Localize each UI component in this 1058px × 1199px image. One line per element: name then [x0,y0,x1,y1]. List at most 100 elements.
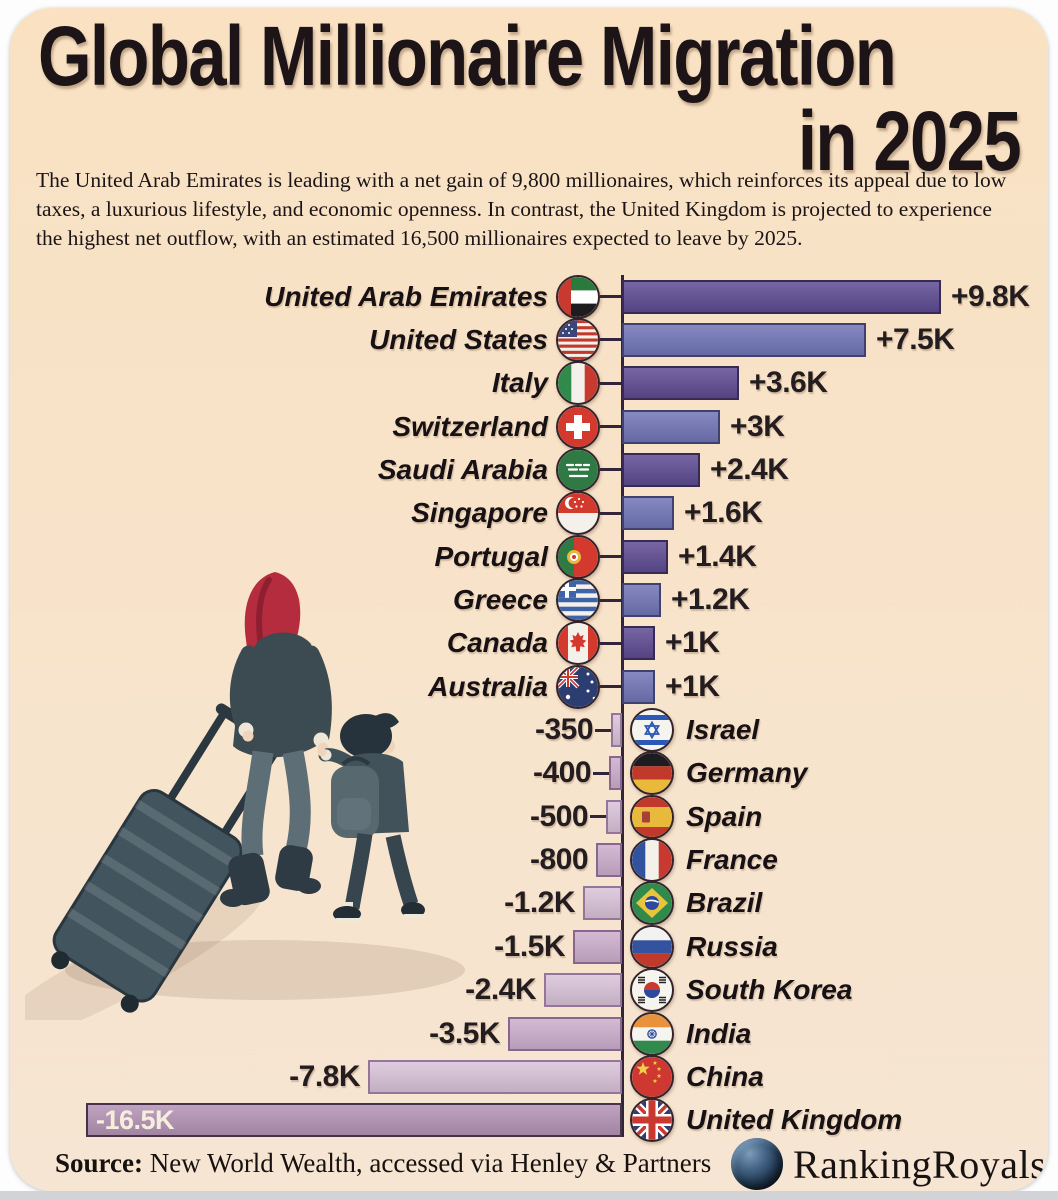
brand-name: RankingRoyals [793,1141,1047,1187]
country-label-south-korea: South Korea [686,974,853,1006]
bar-germany [609,756,622,791]
flag-china-icon [630,1054,674,1099]
brand-logo: RankingRoyals [731,1138,1046,1190]
value-label-india: -3.5K [429,1016,500,1050]
bar-russia [573,929,622,964]
value-connector [590,815,606,819]
flag-france-icon [630,838,674,883]
bar-south-korea [544,973,622,1008]
flag-canada-icon [556,621,600,666]
value-label-germany: -400 [532,756,592,790]
country-label-portugal: Portugal [434,540,548,572]
description: The United Arab Emirates is leading with… [36,168,1007,250]
value-label-canada: +1K [665,626,720,660]
value-label-switzerland: +3K [730,409,785,443]
flag-saudi-arabia-icon [556,447,600,492]
value-label-united-arab-emirates: +9.8K [951,279,1030,313]
value-label-saudi-arabia: +2.4K [710,452,789,486]
bar-france [596,843,622,878]
source-note: Source: New World Wealth, accessed via H… [55,1148,711,1179]
flag-connector [600,598,622,602]
flag-connector [600,381,622,385]
country-label-singapore: Singapore [411,497,548,529]
flag-germany-icon [630,751,674,796]
value-label-russia: -1.5K [494,929,565,963]
bar-canada [622,626,655,661]
value-label-spain: -500 [529,799,589,833]
bar-china [368,1059,622,1094]
value-label-singapore: +1.6K [684,496,763,530]
flag-connector [600,468,622,472]
child-illustration [317,713,425,922]
value-connector [595,728,611,732]
flag-australia-icon [556,664,600,709]
bar-australia [622,669,655,704]
flag-switzerland-icon [556,404,600,449]
country-label-spain: Spain [686,800,763,832]
bar-italy [622,366,739,401]
flag-south-korea-icon [630,968,674,1013]
flag-united-kingdom-icon [630,1098,674,1143]
source-text: New World Wealth, accessed via Henley & … [143,1148,712,1178]
value-label-brazil: -1.2K [504,886,575,920]
bar-singapore [622,496,674,531]
flag-connector [600,295,622,298]
flag-connector [600,685,622,689]
flag-brazil-icon [630,881,674,926]
flag-united-states-icon [556,317,600,362]
flag-united-arab-emirates-icon [556,274,600,319]
flag-connector [600,511,622,515]
value-label-portugal: +1.4K [678,539,757,573]
title-line-2: in 2025 [797,94,1022,188]
infographic-card: Global Millionaire Migration in 2025 The… [10,8,1048,1191]
bar-united-arab-emirates [622,279,941,314]
country-label-united-states: United States [369,323,548,355]
bar-switzerland [622,409,720,444]
value-connector [593,771,609,775]
country-label-france: France [686,844,778,876]
page-title: Global Millionaire Migration in 2025 [38,9,1022,188]
flag-russia-icon [630,924,674,969]
bar-brazil [583,886,622,921]
country-label-greece: Greece [453,584,548,615]
bar-united-kingdom [86,1103,622,1138]
flag-connector [600,425,622,429]
country-label-saudi-arabia: Saudi Arabia [377,453,548,485]
value-label-greece: +1.2K [671,583,750,616]
source-label: Source: [55,1148,143,1178]
country-label-switzerland: Switzerland [392,410,548,442]
country-label-brazil: Brazil [686,887,763,919]
value-label-united-states: +7.5K [876,322,955,356]
flag-portugal-icon [556,534,600,579]
chart-axis [620,275,624,1137]
country-label-united-arab-emirates: United Arab Emirates [264,280,548,312]
bar-israel [611,713,622,747]
flag-spain-icon [630,794,674,839]
country-label-united-kingdom: United Kingdom [686,1104,903,1136]
bar-saudi-arabia [622,452,700,487]
value-label-israel: -350 [534,713,594,746]
bar-portugal [622,539,668,574]
country-label-canada: Canada [446,627,548,659]
country-label-russia: Russia [686,930,778,962]
title-line-1: Global Millionaire Migration [38,9,897,103]
value-label-united-kingdom: -16.5K [96,1105,175,1136]
country-label-israel: Israel [686,714,760,745]
page-bottom-strip [0,1191,1058,1199]
bar-india [508,1016,622,1051]
country-label-china: China [686,1060,764,1092]
country-label-india: India [686,1017,752,1049]
flag-israel-icon [630,708,674,752]
woman-illustration [220,572,332,907]
bar-united-states [622,322,866,357]
value-label-australia: +1K [665,669,720,703]
flag-india-icon [630,1011,674,1056]
bar-greece [622,583,661,617]
flag-greece-icon [556,578,600,622]
migration-illustration [25,572,465,1020]
value-label-south-korea: -2.4K [465,973,536,1007]
flag-connector [600,641,622,645]
value-label-italy: +3.6K [749,366,828,400]
flag-connector [600,338,622,342]
